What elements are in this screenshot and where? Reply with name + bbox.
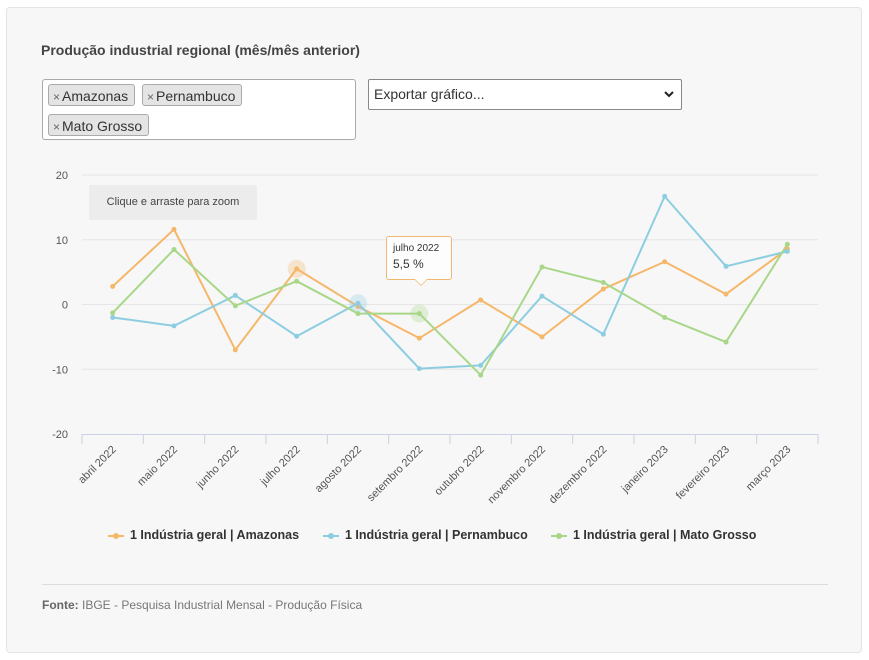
chip-label: Pernambuco [156, 88, 236, 104]
data-point [416, 366, 422, 372]
chart-title: Produção industrial regional (mês/mês an… [41, 42, 360, 58]
x-tick-label: agosto 2022 [313, 444, 364, 495]
data-point [539, 293, 545, 299]
x-tick-label: junho 2022 [194, 444, 242, 492]
data-point [355, 311, 361, 317]
data-point [171, 226, 177, 232]
y-tick-label: 20 [56, 170, 68, 182]
x-tick-label: outubro 2022 [432, 444, 486, 498]
data-point [662, 314, 668, 320]
chip-pernambuco[interactable]: × Pernambuco [142, 84, 243, 106]
chip-amazonas[interactable]: × Amazonas [48, 84, 136, 106]
data-point [723, 339, 729, 345]
data-point [478, 372, 484, 378]
chart-tooltip: julho 2022 5,5 % [386, 236, 452, 280]
data-point [294, 266, 300, 272]
legend-label: 1 Indústria geral | Mato Grosso [573, 528, 757, 542]
data-point [600, 331, 606, 337]
chip-label: Amazonas [62, 88, 129, 104]
legend-label: 1 Indústria geral | Pernambuco [345, 528, 528, 542]
x-tick-label: abril 2022 [76, 444, 119, 487]
remove-icon[interactable]: × [147, 90, 155, 104]
data-point [171, 323, 177, 329]
x-tick-label: março 2023 [744, 444, 794, 494]
data-point [784, 241, 790, 247]
legend-swatch [323, 532, 339, 539]
data-point [478, 362, 484, 368]
x-tick-label: julho 2022 [258, 444, 303, 489]
x-tick-label: setembro 2022 [365, 444, 425, 504]
data-point [723, 291, 729, 297]
tooltip-value: 5,5 % [393, 257, 424, 271]
data-point [232, 303, 238, 309]
y-tick-label: -20 [52, 429, 68, 441]
data-point [662, 193, 668, 199]
y-tick-label: -10 [52, 364, 68, 376]
series-line [112, 195, 788, 370]
data-point [478, 297, 484, 303]
chip-mato-grosso[interactable]: × Mato Grosso [48, 114, 150, 136]
legend-label: 1 Indústria geral | Amazonas [130, 528, 300, 542]
tooltip-arrow-inner [415, 279, 427, 285]
remove-icon[interactable]: × [53, 120, 61, 134]
data-point [539, 264, 545, 270]
legend-swatch [551, 532, 567, 539]
x-tick-label: fevereiro 2023 [674, 444, 732, 502]
legend-item-pernambuco[interactable]: 1 Indústria geral | Pernambuco [323, 528, 528, 542]
y-tick-label: 10 [56, 235, 68, 247]
x-tick-label: novembro 2022 [486, 444, 549, 507]
export-select[interactable]: Exportar gráfico... [368, 79, 682, 110]
data-point [723, 263, 729, 269]
data-point [600, 279, 606, 285]
data-point [416, 335, 422, 341]
data-point [355, 300, 361, 306]
legend-swatch [108, 532, 124, 539]
chevron-down-icon [663, 80, 675, 120]
export-select-value: Exportar gráfico... [374, 86, 485, 102]
divider [42, 584, 828, 585]
legend-item-mato-grosso[interactable]: 1 Indústria geral | Mato Grosso [551, 528, 756, 542]
source-prefix: Fonte: [42, 598, 79, 612]
series-line [111, 243, 789, 377]
data-point [110, 283, 116, 289]
data-point [171, 246, 177, 252]
data-point [784, 248, 790, 254]
data-point [416, 311, 422, 317]
data-point [110, 314, 116, 320]
y-tick-label: 0 [62, 300, 68, 312]
data-point [294, 278, 300, 284]
legend-item-amazonas[interactable]: 1 Indústria geral | Amazonas [108, 528, 299, 542]
data-point [600, 286, 606, 292]
x-tick-label: janeiro 2023 [619, 444, 671, 496]
zoom-hint: Clique e arraste para zoom [89, 185, 257, 220]
data-point [232, 292, 238, 298]
region-multiselect[interactable]: × Amazonas × Pernambuco × Mato Grosso [42, 79, 356, 140]
data-point [232, 347, 238, 353]
data-point [294, 333, 300, 339]
source-note: Fonte: IBGE - Pesquisa Industrial Mensal… [42, 598, 362, 612]
data-point [662, 259, 668, 265]
chip-label: Mato Grosso [62, 118, 143, 134]
remove-icon[interactable]: × [53, 90, 61, 104]
data-point [110, 310, 116, 316]
x-tick-label: maio 2022 [135, 444, 180, 489]
x-tick-label: dezembro 2022 [547, 444, 610, 507]
series-line [111, 228, 788, 351]
source-text: IBGE - Pesquisa Industrial Mensal - Prod… [82, 598, 363, 612]
data-point [539, 334, 545, 340]
tooltip-label: julho 2022 [393, 243, 440, 254]
